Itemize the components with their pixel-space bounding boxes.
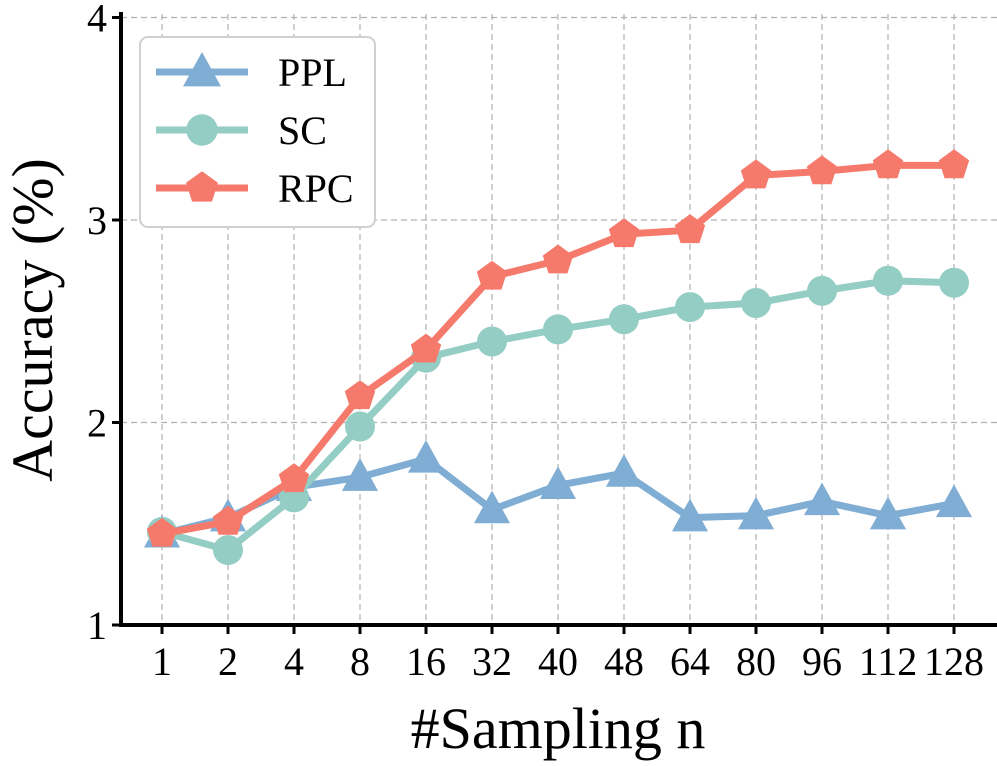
legend-label-rpc: RPC	[278, 166, 354, 211]
data-point-rpc	[938, 149, 970, 179]
series-rpc	[146, 149, 970, 547]
x-tick-label: 96	[802, 639, 842, 684]
legend-marker-rpc	[186, 171, 218, 202]
x-tick-label: 4	[284, 639, 304, 684]
data-point-rpc	[674, 214, 706, 244]
data-point-sc	[477, 326, 507, 357]
data-point-sc	[609, 304, 639, 335]
data-point-ppl	[671, 498, 709, 532]
x-tick-label: 8	[350, 639, 370, 684]
data-point-sc	[741, 288, 771, 319]
data-point-sc	[543, 314, 573, 345]
x-tick-label: 112	[859, 639, 918, 684]
data-point-ppl	[605, 454, 643, 487]
legend-entry-rpc: RPC	[156, 166, 354, 211]
data-point-sc	[345, 411, 375, 442]
data-point-rpc	[542, 244, 574, 274]
data-point-ppl	[407, 439, 445, 473]
legend-entry-sc: SC	[156, 108, 327, 153]
data-point-ppl	[869, 496, 907, 530]
data-point-rpc	[740, 159, 772, 189]
data-point-ppl	[935, 484, 973, 518]
x-tick-label: 1	[152, 639, 172, 684]
series-group	[143, 149, 973, 566]
y-tick-label: 2	[87, 401, 107, 446]
data-point-sc	[213, 535, 243, 566]
data-point-rpc	[146, 517, 178, 547]
legend-marker-sc	[186, 114, 218, 146]
x-tick-label: 128	[924, 639, 984, 684]
x-tick-label: 64	[670, 639, 710, 684]
data-point-sc	[807, 275, 837, 306]
data-point-ppl	[737, 496, 775, 530]
legend-marker-ppl	[183, 52, 221, 87]
data-point-rpc	[410, 333, 442, 363]
legend-label-sc: SC	[278, 108, 327, 153]
data-point-sc	[675, 292, 705, 323]
data-point-rpc	[344, 380, 376, 410]
data-point-rpc	[278, 463, 310, 493]
x-tick-label: 32	[472, 639, 512, 684]
x-tick-label: 40	[538, 639, 578, 684]
y-tick-label: 4	[87, 0, 107, 41]
data-point-ppl	[341, 458, 379, 491]
data-point-sc	[873, 265, 903, 296]
data-point-rpc	[212, 505, 244, 535]
data-point-rpc	[806, 155, 838, 185]
y-axis-label: Accuracy (%)	[0, 158, 65, 482]
data-point-ppl	[803, 482, 841, 516]
data-point-ppl	[473, 490, 511, 524]
x-tick-label: 80	[736, 639, 776, 684]
x-tick-label: 48	[604, 639, 644, 684]
x-tick-label: 16	[406, 639, 446, 684]
data-point-rpc	[476, 260, 508, 290]
legend-label-ppl: PPL	[278, 50, 347, 95]
legend-entry-ppl: PPL	[156, 50, 347, 95]
data-point-ppl	[539, 466, 577, 499]
axes	[112, 12, 997, 634]
legend: PPL SC RPC	[139, 36, 376, 228]
data-point-sc	[939, 267, 969, 298]
x-axis-label: #Sampling n	[411, 696, 706, 761]
data-point-rpc	[872, 149, 904, 179]
y-tick-label: 3	[87, 198, 107, 243]
data-point-rpc	[608, 218, 640, 248]
x-tick-label: 2	[218, 639, 238, 684]
y-tick-label: 1	[87, 603, 107, 648]
